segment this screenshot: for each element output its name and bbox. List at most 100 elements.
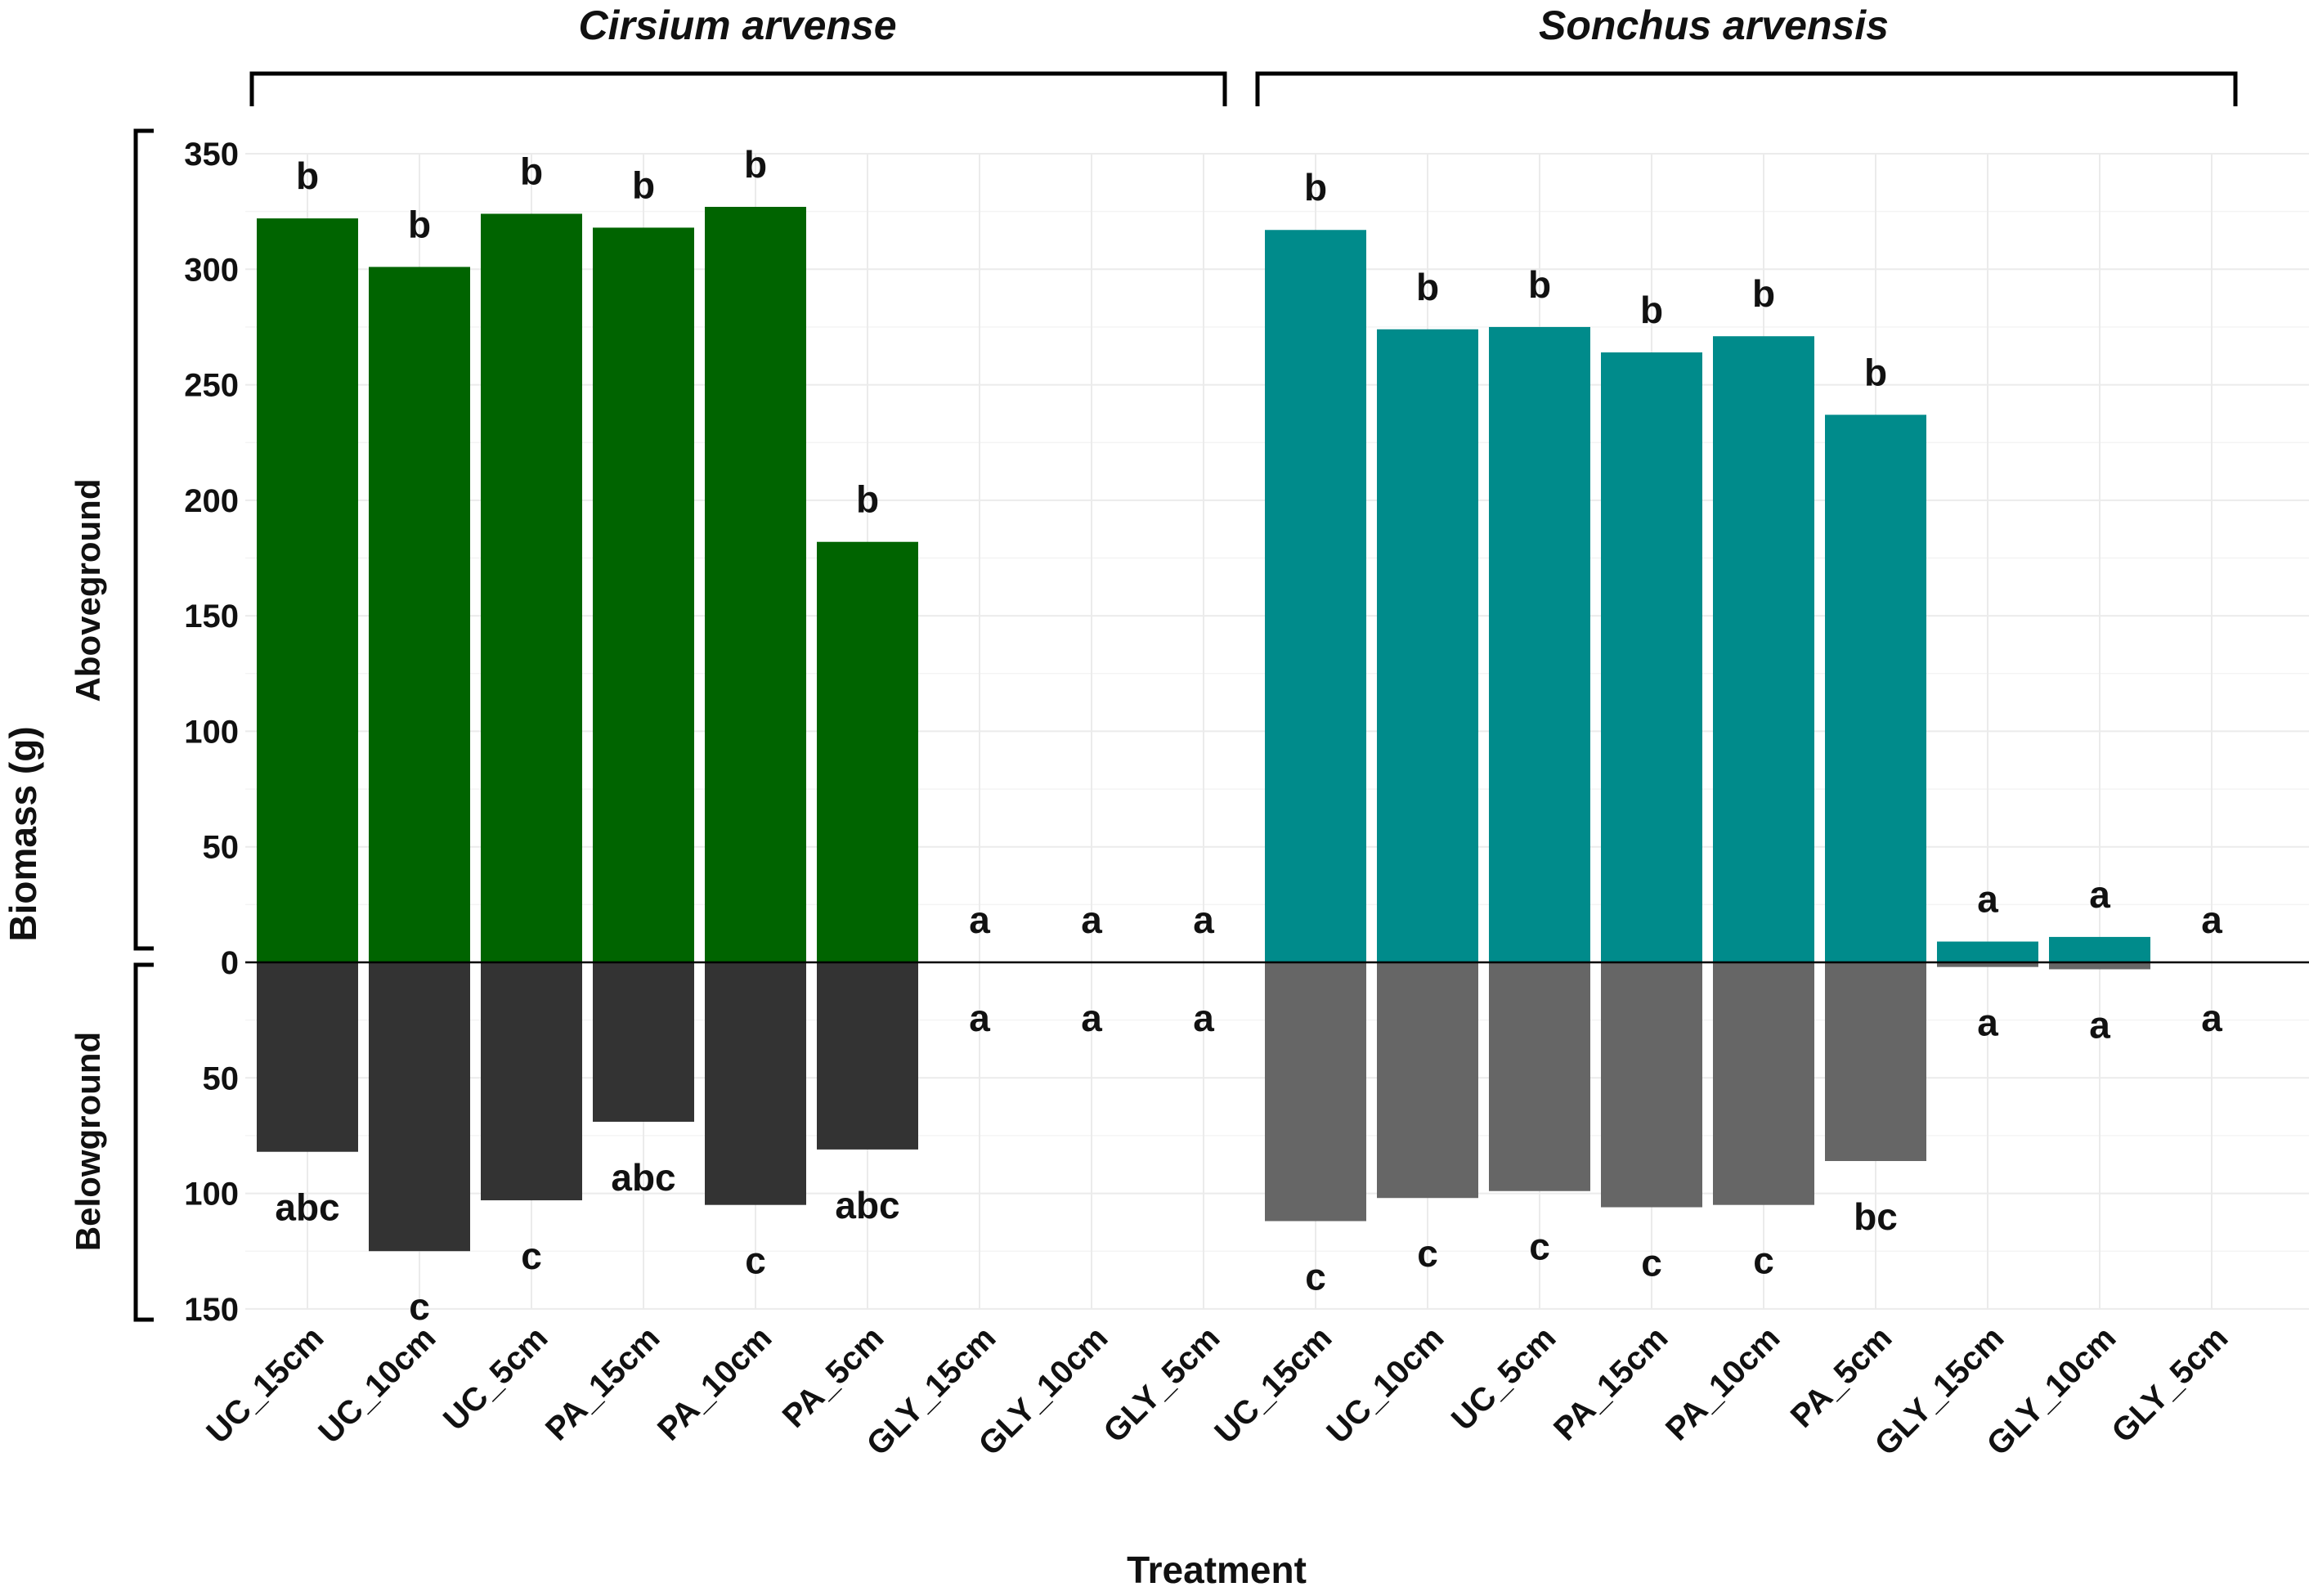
sig-letter-belowground: a: [969, 997, 990, 1039]
y-axis-title: Biomass (g): [2, 726, 44, 941]
y-tick-label: 300: [184, 252, 239, 288]
sig-letter-aboveground: b: [1528, 263, 1551, 306]
belowground-label: Belowground: [69, 1032, 107, 1251]
bar-belowground: [1601, 962, 1702, 1208]
bar-aboveground: [705, 206, 806, 962]
y-tick-label: 250: [184, 368, 239, 404]
bar-aboveground: [2049, 936, 2150, 962]
species-title-cirsium: Cirsium arvense: [578, 2, 896, 48]
bar-belowground: [705, 962, 806, 1205]
sig-letter-belowground: c: [1417, 1232, 1438, 1275]
sig-letter-belowground: a: [2089, 1003, 2110, 1046]
sig-letter-belowground: c: [745, 1240, 766, 1282]
bar-aboveground: [369, 267, 470, 963]
sig-letter-belowground: c: [1305, 1255, 1326, 1298]
sig-letter-aboveground: b: [1416, 266, 1439, 308]
species-bracket-sonchus: [1255, 71, 2238, 106]
sig-letter-belowground: a: [1977, 1002, 1998, 1044]
y-tick-label: 50: [203, 830, 240, 866]
aboveground-bracket: [133, 128, 154, 951]
sig-letter-belowground: bc: [1854, 1195, 1898, 1238]
x-tick-label: PA_10cm: [651, 1320, 778, 1447]
y-tick-label: 150: [184, 1292, 239, 1328]
y-axis: 0 50 100 150 200 250 300 350 50 100 150: [184, 137, 239, 1328]
sig-letter-aboveground: a: [969, 899, 990, 941]
x-tick-label: PA_15cm: [539, 1320, 666, 1447]
species-title-sonchus: Sonchus arvensis: [1539, 2, 1889, 48]
sig-letter-aboveground: b: [1304, 166, 1327, 208]
sig-letter-belowground: c: [409, 1285, 430, 1328]
bar-aboveground: [1377, 329, 1478, 962]
bar-aboveground: [1825, 415, 1926, 962]
sig-letter-aboveground: b: [856, 478, 879, 521]
bar-belowground: [1713, 962, 1814, 1205]
bar-belowground: [1377, 962, 1478, 1199]
bar-belowground: [1937, 962, 2038, 967]
x-axis: UC_15cmUC_10cmUC_5cmPA_15cmPA_10cmPA_5cm…: [200, 1320, 2235, 1463]
y-tick-label: 200: [184, 483, 239, 519]
x-tick-label: UC_5cm: [437, 1320, 554, 1437]
bar-aboveground: [817, 541, 918, 962]
x-tick-label: UC_10cm: [1320, 1320, 1450, 1450]
x-tick-label: UC_10cm: [312, 1320, 442, 1450]
bar-aboveground: [481, 213, 582, 962]
y-tick-label: 100: [184, 1177, 239, 1213]
sig-letter-aboveground: b: [520, 150, 543, 192]
bar-aboveground: [1489, 326, 1590, 962]
sig-letter-belowground: c: [1753, 1240, 1774, 1282]
sig-letter-aboveground: a: [1193, 899, 1214, 941]
sig-letter-aboveground: b: [408, 203, 431, 245]
x-tick-label: UC_15cm: [1208, 1320, 1338, 1450]
bar-belowground: [593, 962, 694, 1122]
bar-belowground: [481, 962, 582, 1201]
y-tick-label: 0: [221, 945, 239, 981]
bars: [257, 206, 2150, 1252]
aboveground-label: Aboveground: [69, 479, 107, 702]
sig-letter-aboveground: a: [1081, 899, 1102, 941]
y-tick-label: 50: [203, 1060, 240, 1096]
sig-letter-belowground: c: [521, 1235, 542, 1277]
bar-belowground: [1825, 962, 1926, 1162]
y-tick-label: 100: [184, 714, 239, 750]
sig-letter-aboveground: a: [1977, 878, 1998, 921]
sig-letter-aboveground: b: [1752, 272, 1775, 315]
y-tick-label: 150: [184, 598, 239, 634]
x-tick-label: PA_5cm: [1784, 1320, 1899, 1435]
x-tick-label: GLY_5cm: [2105, 1320, 2235, 1450]
bar-aboveground: [1937, 941, 2038, 962]
bar-aboveground: [257, 218, 358, 962]
x-tick-label: UC_5cm: [1445, 1320, 1562, 1437]
sig-letter-aboveground: b: [1864, 351, 1887, 393]
sig-letter-aboveground: a: [2089, 873, 2110, 916]
y-tick-label: 350: [184, 137, 239, 173]
bar-belowground: [1489, 962, 1590, 1191]
bar-aboveground: [593, 227, 694, 962]
x-tick-label: PA_15cm: [1547, 1320, 1675, 1447]
sig-letter-belowground: c: [1641, 1242, 1662, 1284]
sig-letter-belowground: c: [1529, 1226, 1550, 1268]
sig-letter-aboveground: b: [1640, 289, 1663, 331]
sig-letter-aboveground: b: [744, 143, 767, 186]
x-axis-title: Treatment: [1127, 1549, 1307, 1591]
sig-letter-belowground: a: [1193, 997, 1214, 1039]
bar-belowground: [817, 962, 918, 1150]
species-bracket-cirsium: [249, 71, 1227, 106]
bar-belowground: [2049, 962, 2150, 970]
sig-letter-belowground: a: [2201, 997, 2222, 1039]
sig-letter-aboveground: a: [2201, 899, 2222, 941]
bar-belowground: [1265, 962, 1366, 1222]
sig-letter-aboveground: b: [296, 155, 319, 197]
sig-letter-belowground: a: [1081, 997, 1102, 1039]
sig-letter-belowground: abc: [611, 1156, 675, 1199]
bar-belowground: [369, 962, 470, 1252]
bar-aboveground: [1713, 336, 1814, 962]
bar-belowground: [257, 962, 358, 1152]
sig-letter-belowground: abc: [275, 1186, 339, 1229]
x-tick-label: PA_5cm: [776, 1320, 891, 1435]
significance-letters: babcbcbcbabcbcbabcaaaaaabcbcbcbcbcbbcaaa…: [275, 143, 2222, 1328]
belowground-bracket: [133, 962, 154, 1322]
sig-letter-belowground: abc: [835, 1184, 899, 1226]
x-tick-label: GLY_5cm: [1096, 1320, 1226, 1450]
bar-aboveground: [1601, 352, 1702, 962]
